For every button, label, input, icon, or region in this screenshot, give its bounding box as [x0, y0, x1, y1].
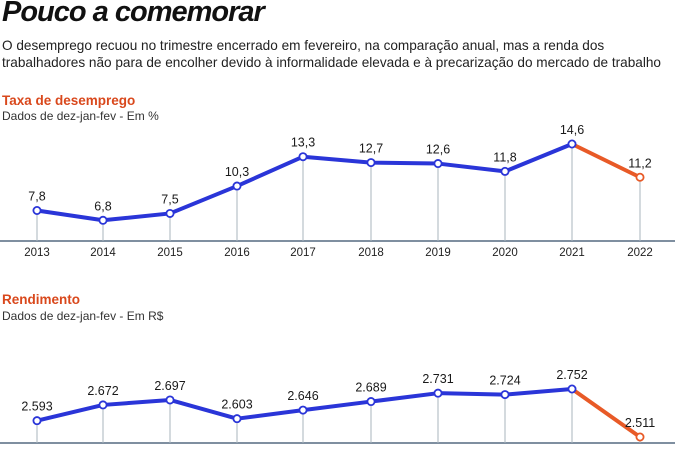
year-label-2018: 2018 — [358, 247, 384, 259]
data-point-2014 — [98, 215, 108, 225]
data-point-2020 — [500, 390, 510, 400]
value-label-2018: 12,7 — [359, 142, 383, 156]
data-point-2013 — [32, 416, 42, 426]
value-label-2013: 2.593 — [21, 400, 52, 414]
series-line-highlight — [570, 387, 642, 439]
value-label-2021: 2.752 — [556, 368, 587, 382]
year-label-2020: 2020 — [492, 247, 518, 259]
data-point-2019 — [433, 159, 443, 169]
value-label-2014: 6,8 — [94, 199, 111, 213]
value-label-2020: 11,8 — [493, 150, 516, 164]
data-point-2013 — [32, 206, 42, 216]
data-point-2016 — [232, 181, 242, 191]
data-point-2022 — [635, 172, 645, 182]
year-label-2015: 2015 — [157, 247, 183, 259]
data-point-2017 — [298, 152, 308, 162]
value-label-2013: 7,8 — [28, 190, 45, 204]
income-chart: 2.59320132.67220142.69720152.60320162.64… — [0, 368, 675, 444]
value-label-2021: 14,6 — [560, 123, 584, 137]
data-point-2019 — [433, 388, 443, 398]
chart-2-title: Rendimento — [2, 292, 81, 307]
unemployment-chart: 7,8 2013 6,8 2014 7,5 2015 10,3 2016 13,3 2017 12,… — [0, 123, 675, 259]
value-label-2019: 12,6 — [426, 143, 450, 157]
year-label-2017: 2017 — [290, 247, 316, 259]
data-point-2017 — [298, 405, 308, 415]
year-label-2016: 2016 — [224, 247, 250, 259]
data-point-2016 — [232, 414, 242, 424]
data-point-2015 — [165, 395, 175, 405]
value-label-2017: 13,3 — [291, 136, 315, 150]
value-label-2015: 2.697 — [154, 379, 185, 393]
value-label-2017: 2.646 — [287, 389, 318, 403]
year-label-2021: 2021 — [559, 247, 585, 259]
data-point-2015 — [165, 208, 175, 218]
value-label-2016: 10,3 — [225, 165, 249, 179]
value-label-2019: 2.731 — [422, 372, 453, 386]
value-label-2020: 2.724 — [489, 374, 520, 388]
year-label-2019: 2019 — [425, 247, 451, 259]
series-line-highlight — [570, 142, 642, 180]
year-label-2022: 2022 — [627, 247, 653, 259]
data-point-2021 — [567, 384, 577, 394]
data-point-2014 — [98, 400, 108, 410]
value-label-2022: 11,2 — [628, 156, 651, 170]
value-label-2015: 7,5 — [161, 192, 178, 206]
data-point-2018 — [366, 158, 376, 168]
value-label-2018: 2.689 — [355, 381, 386, 395]
chart-2-subtitle: Dados de dez-jan-fev - Em R$ — [2, 309, 164, 323]
year-label-2014: 2014 — [90, 247, 116, 259]
chart-1-title: Taxa de desemprego — [2, 93, 136, 108]
data-point-2021 — [567, 139, 577, 149]
intro-text: O desemprego recuou no trimestre encerra… — [2, 38, 661, 70]
headline: Pouco a comemorar — [2, 0, 265, 28]
data-point-2020 — [500, 166, 510, 176]
value-label-2016: 2.603 — [221, 398, 252, 412]
chart-1-subtitle: Dados de dez-jan-fev - Em % — [2, 109, 159, 123]
value-label-2014: 2.672 — [87, 384, 118, 398]
data-point-2018 — [366, 397, 376, 407]
year-label-2013: 2013 — [24, 247, 50, 259]
data-point-2022 — [635, 432, 645, 442]
value-label-2022: 2.511 — [625, 416, 655, 430]
